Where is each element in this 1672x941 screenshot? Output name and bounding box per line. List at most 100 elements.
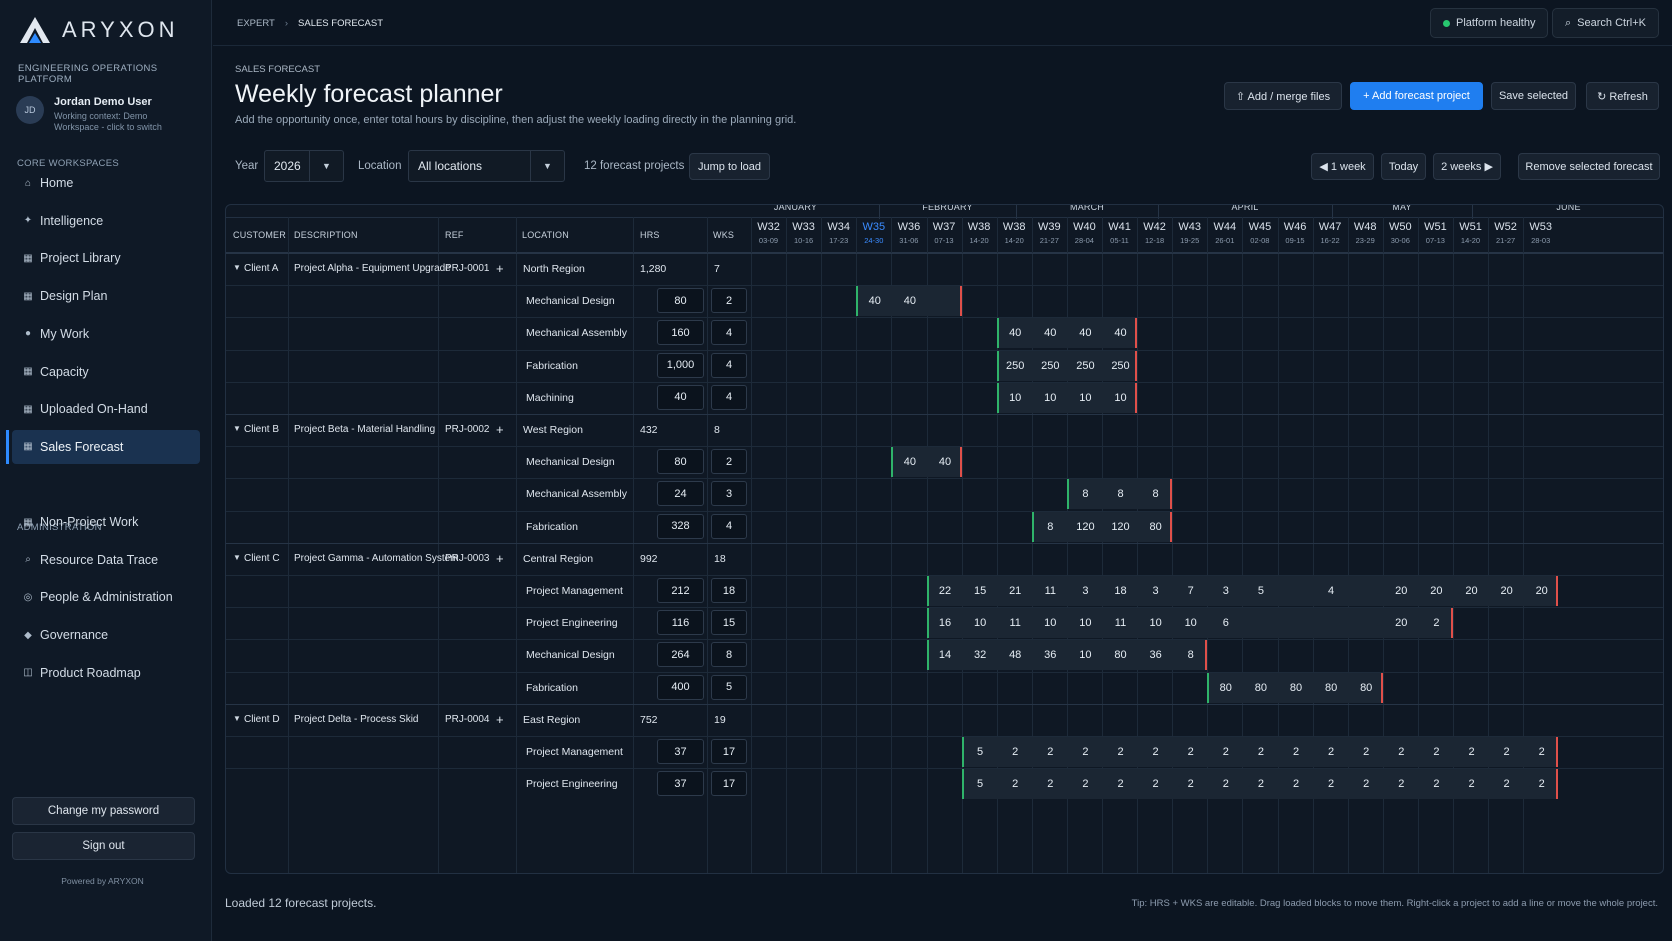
- load-cell[interactable]: 2: [1012, 778, 1019, 791]
- load-cell[interactable]: 3: [1082, 585, 1089, 597]
- load-cell[interactable]: 3: [1222, 585, 1229, 597]
- expand-toggle-icon[interactable]: ▼: [233, 713, 241, 723]
- load-cell[interactable]: 2: [1433, 746, 1440, 758]
- load-cell[interactable]: 8: [1047, 520, 1054, 533]
- hours-input[interactable]: 212: [657, 578, 704, 603]
- load-cell[interactable]: 8: [1187, 649, 1194, 662]
- weeks-input[interactable]: 4: [711, 513, 747, 539]
- load-block[interactable]: [926, 608, 1453, 639]
- hours-input[interactable]: 37: [657, 771, 704, 797]
- sidebar-item-intelligence[interactable]: ✦ Intelligence: [12, 204, 200, 238]
- today-button[interactable]: Today: [1381, 153, 1426, 180]
- load-cell[interactable]: 2: [1363, 746, 1370, 758]
- load-start-handle[interactable]: [961, 737, 964, 767]
- load-block[interactable]: [996, 350, 1138, 381]
- load-end-handle[interactable]: [1556, 769, 1559, 800]
- add-line-button[interactable]: +: [496, 422, 504, 437]
- load-end-handle[interactable]: [1205, 640, 1208, 671]
- load-start-handle[interactable]: [1066, 479, 1069, 510]
- load-start-handle[interactable]: [926, 576, 929, 606]
- load-start-handle[interactable]: [996, 318, 999, 349]
- load-cell[interactable]: 2: [1257, 746, 1264, 758]
- sidebar-item-my-work[interactable]: ● My Work: [12, 317, 200, 351]
- sidebar-item-governance[interactable]: ◆ Governance: [12, 618, 200, 652]
- load-cell[interactable]: 36: [1044, 649, 1057, 662]
- load-cell[interactable]: 22: [938, 585, 952, 597]
- load-end-handle[interactable]: [1170, 511, 1173, 542]
- load-cell[interactable]: 2: [1187, 746, 1194, 758]
- hours-input[interactable]: 160: [657, 320, 704, 346]
- weeks-input[interactable]: 8: [711, 642, 747, 668]
- load-cell[interactable]: 36: [1149, 649, 1162, 662]
- load-cell[interactable]: 4: [1328, 585, 1335, 597]
- load-cell[interactable]: 48: [1009, 649, 1022, 662]
- load-cell[interactable]: 2: [1292, 778, 1300, 791]
- load-cell[interactable]: 80: [1360, 681, 1373, 694]
- load-cell[interactable]: 2: [1187, 778, 1194, 791]
- load-cell[interactable]: 20: [1465, 585, 1478, 597]
- expand-toggle-icon[interactable]: ▼: [233, 263, 241, 272]
- load-block[interactable]: [996, 382, 1138, 413]
- load-block[interactable]: [926, 640, 1208, 671]
- load-cell[interactable]: 250: [1006, 359, 1025, 372]
- brand-logo[interactable]: ARYXON: [18, 16, 179, 44]
- add-forecast-project-button[interactable]: + Add forecast project: [1350, 82, 1483, 110]
- hours-input[interactable]: 264: [657, 642, 704, 668]
- load-cell[interactable]: 2: [1047, 778, 1054, 791]
- load-cell[interactable]: 2: [1398, 778, 1405, 791]
- load-cell[interactable]: 11: [1114, 617, 1127, 630]
- sidebar-item-sales-forecast[interactable]: ▦ Sales Forecast: [6, 429, 200, 464]
- load-start-handle[interactable]: [856, 286, 859, 317]
- load-block[interactable]: [1066, 479, 1173, 510]
- load-cell[interactable]: 80: [1254, 681, 1268, 694]
- breadcrumb-expert[interactable]: EXPERT: [237, 18, 275, 29]
- load-start-handle[interactable]: [996, 350, 999, 381]
- load-cell[interactable]: 8: [1117, 488, 1124, 501]
- load-cell[interactable]: 5: [1257, 585, 1264, 597]
- load-cell[interactable]: 2: [1328, 778, 1335, 791]
- load-cell[interactable]: 120: [1111, 520, 1130, 533]
- load-cell[interactable]: 11: [1044, 585, 1056, 597]
- weeks-input[interactable]: 15: [711, 610, 747, 636]
- load-cell[interactable]: 21: [1009, 585, 1022, 597]
- user-switcher[interactable]: JD Jordan Demo User Working context: Dem…: [16, 96, 194, 133]
- load-cell[interactable]: 2: [1468, 746, 1475, 758]
- load-cell[interactable]: 40: [1044, 327, 1057, 340]
- jump-to-load-button[interactable]: Jump to load: [689, 153, 770, 180]
- load-block[interactable]: [1031, 511, 1173, 542]
- load-cell[interactable]: 2: [1257, 778, 1264, 791]
- load-cell[interactable]: 10: [1079, 649, 1092, 662]
- load-cell[interactable]: 40: [1079, 327, 1092, 340]
- sidebar-item-people-administration[interactable]: ◎ People & Administration: [12, 580, 200, 614]
- load-block[interactable]: [1207, 672, 1383, 703]
- load-start-handle[interactable]: [926, 608, 929, 639]
- weeks-input[interactable]: 17: [711, 739, 747, 764]
- load-end-handle[interactable]: [1170, 479, 1173, 510]
- year-select[interactable]: 2026 ▼: [264, 150, 344, 182]
- load-block[interactable]: [926, 576, 1559, 606]
- load-block[interactable]: [961, 737, 1559, 767]
- load-cell[interactable]: 20: [1535, 585, 1548, 597]
- load-end-handle[interactable]: [1135, 318, 1138, 349]
- load-cell[interactable]: 14: [938, 649, 952, 662]
- load-cell[interactable]: 5: [977, 778, 984, 791]
- load-cell[interactable]: 16: [938, 617, 952, 630]
- weeks-input[interactable]: 4: [711, 320, 747, 346]
- hours-input[interactable]: 116: [657, 610, 704, 636]
- load-end-handle[interactable]: [959, 447, 962, 478]
- load-cell[interactable]: 10: [1149, 617, 1162, 630]
- load-cell[interactable]: 2: [1082, 778, 1089, 791]
- load-block[interactable]: [996, 318, 1138, 349]
- load-start-handle[interactable]: [1031, 511, 1034, 542]
- load-cell[interactable]: 3: [1152, 585, 1159, 597]
- remove-selected-forecast-button[interactable]: Remove selected forecast: [1518, 153, 1660, 180]
- load-cell[interactable]: 40: [868, 295, 881, 308]
- weeks-input[interactable]: 2: [711, 449, 747, 475]
- hours-input[interactable]: 40: [657, 384, 704, 410]
- change-password-button[interactable]: Change my password: [12, 797, 195, 825]
- next-weeks-button[interactable]: 2 weeks ▶: [1433, 153, 1501, 180]
- load-cell[interactable]: 5: [977, 746, 984, 758]
- load-cell[interactable]: 80: [1149, 520, 1162, 533]
- load-cell[interactable]: 8: [1082, 488, 1089, 501]
- load-cell[interactable]: 32: [973, 649, 987, 662]
